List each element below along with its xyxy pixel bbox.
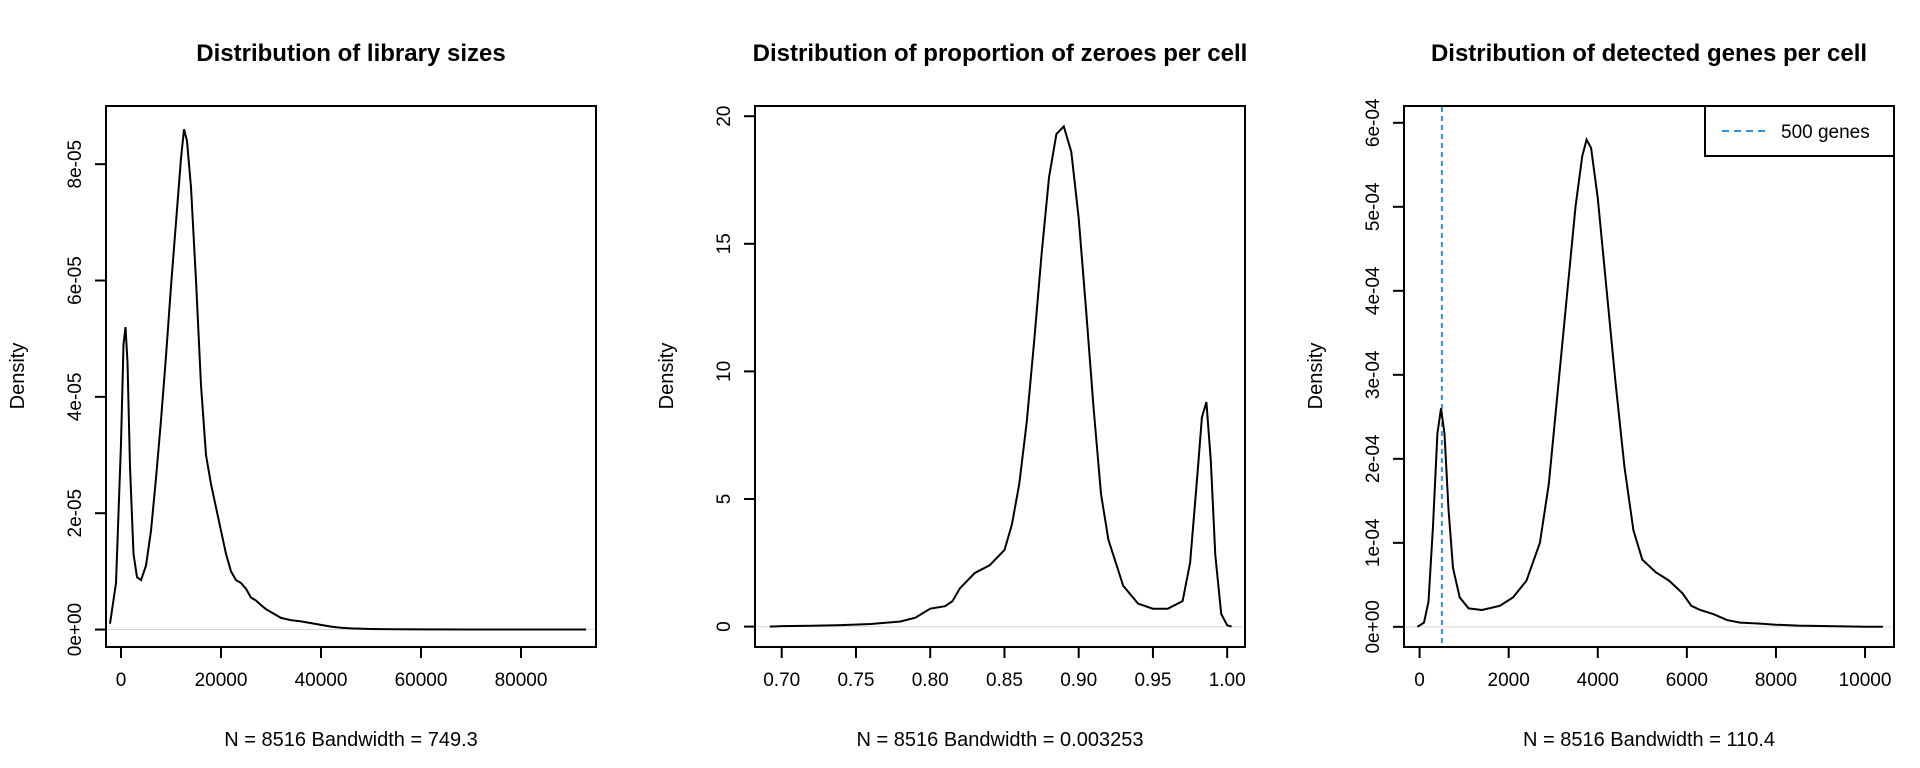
- density-curve: [1416, 136, 1883, 628]
- x-tick-label: 4000: [1577, 670, 1619, 691]
- axis-ticks: 0 20000 40000 60000 80000 0e+00 2e-05 4e-05 6e-0…: [65, 140, 547, 691]
- x-tick-label: 1.00: [1209, 670, 1246, 691]
- y-tick-label: 3e-04: [1363, 350, 1384, 399]
- legend: 500 genes: [1704, 105, 1895, 157]
- x-axis-label: N = 8516 Bandwidth = 0.003253: [857, 729, 1144, 751]
- y-tick-label: 8e-05: [65, 140, 86, 189]
- x-axis-label: N = 8516 Bandwidth = 110.4: [1523, 729, 1775, 751]
- x-tick-label: 0.95: [1134, 670, 1171, 691]
- legend-label: 500 genes: [1781, 122, 1870, 143]
- y-tick-label: 15: [714, 233, 735, 254]
- y-tick-label: 0e+00: [1363, 600, 1384, 653]
- chart-title: Distribution of library sizes: [196, 40, 505, 67]
- x-tick-label: 0: [116, 670, 127, 691]
- y-axis-label: Density: [7, 343, 29, 410]
- y-tick-label: 20: [714, 106, 735, 127]
- y-tick-label: 2e-04: [1363, 434, 1384, 483]
- y-tick-label: 10: [714, 361, 735, 382]
- panel-detected-genes: Distribution of detected genes per cell …: [1305, 40, 1895, 751]
- x-tick-label: 0.70: [763, 670, 800, 691]
- x-tick-label: 2000: [1488, 670, 1530, 691]
- x-tick-label: 0.90: [1060, 670, 1097, 691]
- axis-ticks: 0.70 0.75 0.80 0.85 0.90 0.95 1.00 0 5 10 15 20: [714, 106, 1246, 691]
- x-tick-label: 6000: [1666, 670, 1708, 691]
- density-curve: [109, 129, 586, 631]
- chart-title: Distribution of proportion of zeroes per…: [753, 40, 1248, 67]
- x-tick-label: 80000: [495, 670, 548, 691]
- x-tick-label: 40000: [295, 670, 348, 691]
- y-axis-label: Density: [656, 343, 678, 410]
- y-tick-label: 4e-05: [65, 373, 86, 422]
- y-tick-label: 4e-04: [1363, 266, 1384, 315]
- y-tick-label: 6e-04: [1363, 98, 1384, 147]
- x-tick-label: 0.85: [986, 670, 1023, 691]
- x-tick-label: 8000: [1755, 670, 1797, 691]
- panel-proportion-zeroes: Distribution of proportion of zeroes per…: [656, 40, 1247, 751]
- density-curve: [769, 124, 1232, 628]
- y-tick-label: 1e-04: [1363, 518, 1384, 567]
- x-axis-label: N = 8516 Bandwidth = 749.3: [224, 729, 478, 751]
- x-tick-label: 20000: [195, 670, 248, 691]
- y-tick-label: 0: [714, 621, 735, 632]
- x-tick-label: 0: [1414, 670, 1425, 691]
- chart-title: Distribution of detected genes per cell: [1431, 40, 1867, 67]
- axis-ticks: 0 2000 4000 6000 8000 10000 0e+00 1e-04 2e-04 3e-…: [1363, 98, 1891, 691]
- x-tick-label: 0.80: [912, 670, 949, 691]
- plot-frame: [1403, 105, 1895, 648]
- y-tick-label: 5: [714, 494, 735, 505]
- plot-frame: [105, 105, 597, 648]
- y-tick-label: 2e-05: [65, 489, 86, 538]
- x-tick-label: 60000: [395, 670, 448, 691]
- x-tick-label: 0.75: [837, 670, 874, 691]
- y-tick-label: 5e-04: [1363, 182, 1384, 231]
- panel-library-sizes: Distribution of library sizes N = 8516 B…: [7, 40, 597, 751]
- y-tick-label: 0e+00: [65, 603, 86, 656]
- y-axis-label: Density: [1305, 343, 1327, 410]
- x-tick-label: 10000: [1839, 670, 1892, 691]
- y-tick-label: 6e-05: [65, 256, 86, 305]
- plot-frame: [754, 105, 1246, 648]
